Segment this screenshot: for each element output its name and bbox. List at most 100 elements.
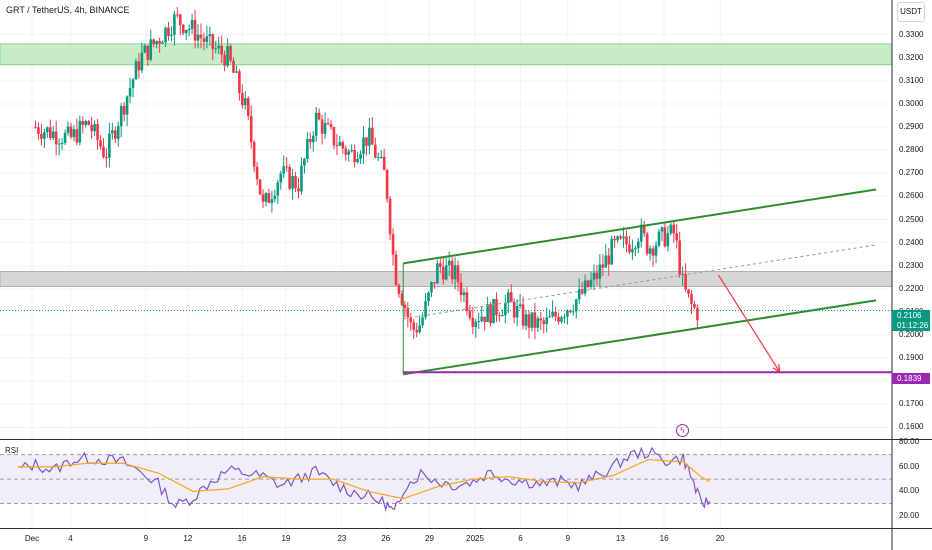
candle-body bbox=[495, 298, 498, 316]
currency-button[interactable]: USDT bbox=[897, 2, 925, 22]
candle-body bbox=[465, 292, 469, 311]
candle-body bbox=[433, 282, 436, 284]
candle-body bbox=[521, 304, 525, 326]
candle-body bbox=[249, 115, 253, 143]
candle-body bbox=[102, 146, 105, 158]
candle-body bbox=[184, 30, 188, 34]
candle-body bbox=[527, 314, 531, 328]
candle-body bbox=[397, 285, 401, 294]
candle-body bbox=[87, 121, 90, 125]
candle-body bbox=[282, 166, 286, 174]
candle-body bbox=[155, 41, 158, 45]
candle-body bbox=[418, 325, 421, 333]
candle-body bbox=[506, 292, 510, 303]
candle-body bbox=[285, 166, 288, 168]
candle-body bbox=[252, 142, 256, 167]
candle-body bbox=[335, 145, 339, 147]
candle-body bbox=[654, 245, 658, 256]
candle-body bbox=[427, 292, 430, 302]
candle-body bbox=[474, 321, 478, 327]
candle-body bbox=[462, 292, 466, 296]
time-tick-label: 19 bbox=[281, 534, 291, 543]
candle-body bbox=[202, 38, 206, 42]
price-tick-label: 0.2200 bbox=[899, 283, 924, 293]
price-tick-label: 0.3300 bbox=[899, 29, 924, 39]
candle-body bbox=[382, 156, 386, 171]
last-price-value: 0.2106 bbox=[897, 311, 922, 320]
candle-body bbox=[214, 48, 218, 50]
candle-body bbox=[229, 46, 232, 61]
candle-body bbox=[569, 310, 572, 312]
candle-body bbox=[409, 317, 413, 323]
candle-body bbox=[371, 127, 374, 145]
candle-body bbox=[415, 329, 418, 333]
time-tick-label: 26 bbox=[381, 534, 391, 543]
candle-body bbox=[483, 316, 486, 323]
price-tick-label: 0.2400 bbox=[899, 237, 924, 247]
candle-body bbox=[566, 310, 569, 317]
candle-body bbox=[196, 34, 200, 41]
candle-body bbox=[37, 127, 40, 134]
time-tick-label: 23 bbox=[337, 534, 347, 543]
candle-body bbox=[40, 133, 43, 139]
candle-body bbox=[542, 320, 546, 325]
channel-mid-line bbox=[403, 244, 877, 320]
candle-body bbox=[131, 79, 135, 88]
candle-body bbox=[170, 34, 173, 36]
price-tick-label: 0.2900 bbox=[899, 122, 924, 132]
candle-body bbox=[690, 293, 693, 305]
candle-body bbox=[178, 14, 182, 25]
candle-body bbox=[306, 138, 309, 159]
candle-body bbox=[412, 322, 416, 330]
candle-body bbox=[436, 263, 439, 284]
candle-body bbox=[332, 127, 336, 146]
candle-body bbox=[291, 175, 294, 189]
time-tick-label: 9 bbox=[565, 534, 571, 543]
candle-body bbox=[341, 142, 345, 149]
candle-body bbox=[255, 166, 259, 180]
time-tick-label: 12 bbox=[183, 534, 193, 543]
time-tick-label: 29 bbox=[425, 534, 434, 543]
price-tick-label: 0.2500 bbox=[899, 214, 924, 224]
candle-body bbox=[447, 260, 451, 266]
candle-body bbox=[122, 105, 126, 115]
candle-body bbox=[309, 138, 312, 143]
time-tick-label: 4 bbox=[68, 534, 73, 543]
price-tick-label: 0.2800 bbox=[899, 145, 924, 155]
rsi-tick-label: 80.00 bbox=[899, 437, 920, 447]
candle-body bbox=[625, 236, 628, 245]
candle-body bbox=[57, 143, 61, 145]
candle-body bbox=[241, 93, 244, 106]
price-tick-label: 0.1600 bbox=[899, 422, 924, 432]
candle-body bbox=[320, 119, 324, 134]
candle-body bbox=[391, 234, 395, 255]
candle-body bbox=[642, 224, 646, 234]
candle-body bbox=[430, 282, 433, 293]
price-tick-label: 0.2600 bbox=[899, 191, 924, 201]
candle-body bbox=[329, 124, 333, 128]
candle-body bbox=[48, 127, 52, 139]
candle-body bbox=[693, 304, 696, 308]
price-tick-label: 0.2000 bbox=[899, 330, 924, 340]
candle-body bbox=[190, 20, 194, 29]
candle-body bbox=[660, 227, 664, 232]
candle-body bbox=[639, 224, 643, 242]
candle-body bbox=[244, 98, 247, 106]
time-tick-label: 13 bbox=[615, 534, 625, 543]
candle-body bbox=[128, 87, 132, 97]
candle-body bbox=[577, 289, 581, 300]
lightning-icon[interactable]: ϟ bbox=[676, 424, 689, 437]
candle-body bbox=[672, 224, 676, 234]
candle-body bbox=[116, 126, 120, 139]
candle-body bbox=[51, 131, 55, 139]
candle-body bbox=[270, 199, 274, 203]
candle-body bbox=[323, 123, 327, 134]
candle-body bbox=[111, 130, 114, 134]
candle-body bbox=[288, 166, 291, 189]
candle-body bbox=[669, 224, 673, 234]
candle-body bbox=[176, 14, 179, 16]
candle-body bbox=[199, 34, 203, 39]
bar-countdown: 01:12:26 bbox=[897, 321, 929, 330]
candle-body bbox=[303, 158, 306, 166]
